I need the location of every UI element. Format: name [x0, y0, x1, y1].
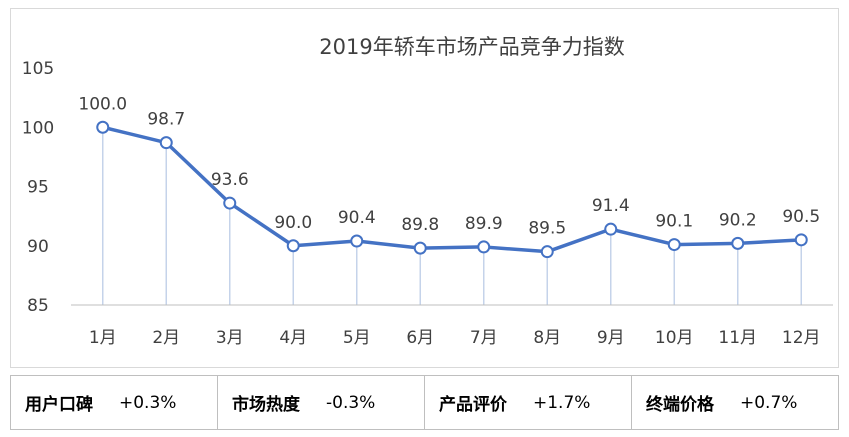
x-tick-label: 11月 — [718, 328, 757, 348]
x-tick-label: 9月 — [597, 328, 625, 348]
metric-cell-retail-price: 终端价格 +0.7% — [632, 376, 838, 429]
data-label: 98.7 — [147, 110, 185, 130]
data-point-marker — [159, 136, 173, 150]
metric-label: 市场热度 — [232, 395, 300, 415]
x-tick-label: 10月 — [655, 328, 694, 348]
x-tick-label: 2月 — [152, 328, 180, 348]
metrics-bar: 用户口碑 +0.3% 市场热度 -0.3% 产品评价 +1.7% 终端价格 +0… — [10, 375, 839, 430]
line-chart: 2019年轿车市场产品竞争力指数 85 90 95 100 105 100.0 98.7 9… — [22, 35, 833, 348]
metric-value: +1.7% — [533, 392, 591, 413]
data-label: 90.2 — [719, 210, 757, 230]
data-label: 90.5 — [782, 207, 820, 227]
data-label: 89.9 — [465, 214, 503, 234]
metric-label: 产品评价 — [439, 395, 507, 415]
data-label: 90.4 — [338, 208, 376, 228]
y-tick-label: 85 — [27, 296, 49, 316]
y-tick-label: 90 — [27, 237, 49, 257]
x-tick-label: 1月 — [89, 328, 117, 348]
data-label: 89.8 — [401, 215, 439, 235]
data-point-marker — [667, 238, 681, 252]
x-tick-label: 5月 — [343, 328, 371, 348]
metric-value: +0.3% — [119, 392, 177, 413]
series-line-group — [101, 125, 803, 254]
metric-value: -0.3% — [326, 392, 376, 413]
metric-cell-product-review: 产品评价 +1.7% — [425, 376, 632, 429]
data-point-marker — [604, 222, 618, 236]
data-point-marker — [223, 196, 237, 210]
data-point-marker — [477, 240, 491, 254]
data-point-marker — [540, 245, 554, 259]
data-label: 91.4 — [592, 196, 630, 216]
data-label: 89.5 — [528, 219, 566, 239]
data-label: 90.1 — [655, 212, 693, 232]
metric-value: +0.7% — [740, 392, 798, 413]
x-axis-ticks: 1月 2月 3月 4月 5月 6月 7月 8月 9月 10月 11月 12月 — [89, 328, 821, 348]
data-point-marker — [350, 234, 364, 248]
data-point-marker — [413, 241, 427, 255]
data-point-marker — [286, 239, 300, 253]
data-point-marker — [794, 233, 808, 247]
x-tick-label: 12月 — [782, 328, 821, 348]
y-tick-label: 105 — [22, 59, 54, 79]
data-label: 90.0 — [274, 213, 312, 233]
x-tick-label: 8月 — [533, 328, 561, 348]
metric-cell-user-reputation: 用户口碑 +0.3% — [11, 376, 218, 429]
data-markers — [96, 120, 808, 259]
data-label: 100.0 — [78, 94, 127, 114]
x-tick-label: 4月 — [279, 328, 307, 348]
metric-label: 终端价格 — [646, 395, 714, 415]
data-label: 93.6 — [211, 170, 249, 190]
x-tick-label: 7月 — [470, 328, 498, 348]
data-point-marker — [731, 236, 745, 250]
y-tick-label: 95 — [27, 178, 49, 198]
chart-panel: 2019年轿车市场产品竞争力指数 85 90 95 100 105 100.0 98.7 9… — [10, 8, 839, 368]
drop-lines — [102, 132, 802, 305]
x-tick-label: 3月 — [216, 328, 244, 348]
metric-cell-market-heat: 市场热度 -0.3% — [218, 376, 425, 429]
y-axis-ticks: 85 90 95 100 105 — [22, 59, 54, 316]
series-line — [101, 125, 803, 254]
y-tick-label: 100 — [22, 118, 54, 138]
data-labels: 100.0 98.7 93.6 90.0 90.4 89.8 89.9 89.5 91.4 90.… — [78, 94, 820, 238]
metric-label: 用户口碑 — [25, 395, 93, 415]
chart-title: 2019年轿车市场产品竞争力指数 — [319, 35, 624, 59]
x-tick-label: 6月 — [406, 328, 434, 348]
data-point-marker — [96, 120, 110, 134]
